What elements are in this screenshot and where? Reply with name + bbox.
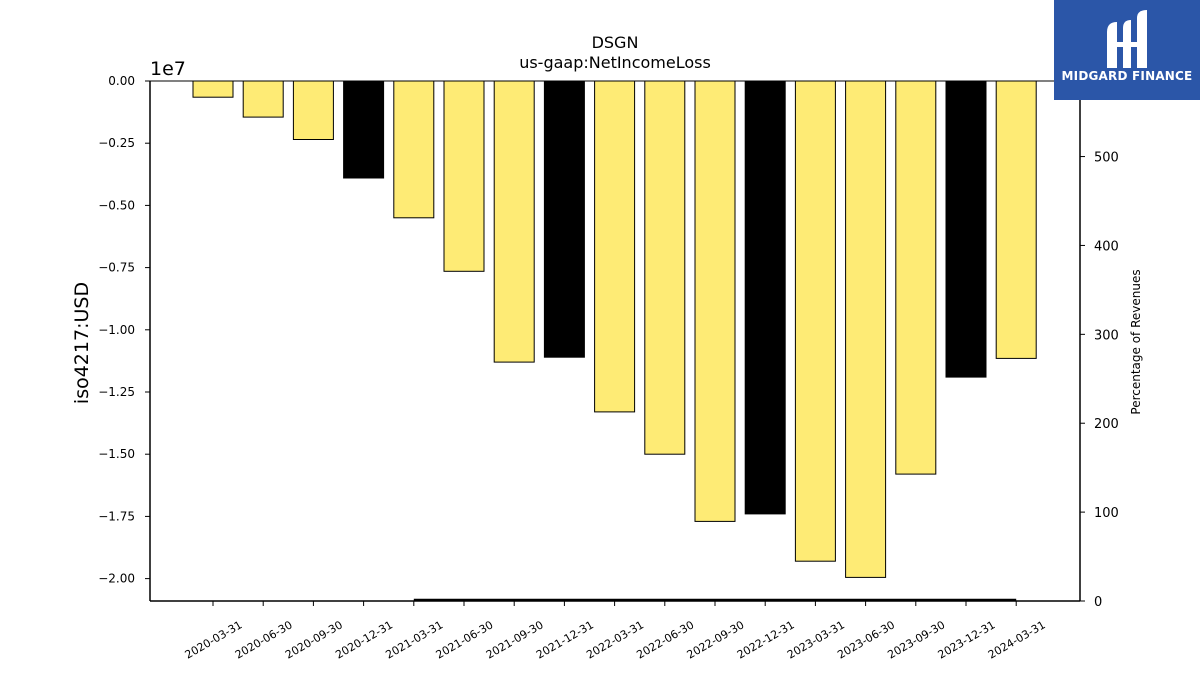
y-tick-label: −0.75 — [98, 261, 135, 275]
midgard-finance-logo: MIDGARD FINANCE — [1054, 0, 1200, 100]
bar-2024-03-31 — [995, 80, 1037, 359]
y2-tick-label: 300 — [1094, 328, 1119, 343]
bar-2022-06-30 — [644, 80, 686, 455]
y2-tick-label: 0 — [1094, 595, 1102, 610]
bar-2020-12-31 — [343, 80, 385, 179]
y-exponent-label: 1e7 — [150, 58, 186, 80]
y2-tick-label: 500 — [1094, 151, 1119, 166]
bar-2021-03-31 — [393, 80, 435, 219]
y-tick-label: −1.25 — [98, 385, 135, 399]
bar-2023-09-30 — [895, 80, 937, 475]
bar-2023-06-30 — [845, 80, 887, 578]
y2-tick-label: 400 — [1094, 239, 1119, 254]
y-tick-label: −0.50 — [98, 198, 135, 212]
y-tick-label: −1.00 — [98, 323, 135, 337]
y-axis-label: iso4217:USD — [71, 282, 93, 404]
y2-axis-label: Percentage of Revenues — [1129, 269, 1143, 414]
y-tick-label: −1.75 — [98, 509, 135, 523]
bar-2021-12-31 — [543, 80, 585, 358]
bar-2022-03-31 — [594, 80, 636, 413]
bar-2023-03-31 — [794, 80, 836, 562]
bar-2021-06-30 — [443, 80, 485, 272]
bar-2021-09-30 — [493, 80, 535, 363]
midgard-logo-icon — [1107, 10, 1147, 68]
y2-tick-label: 100 — [1094, 506, 1119, 521]
logo-text: MIDGARD FINANCE — [1061, 69, 1193, 83]
bar-2022-12-31 — [744, 80, 786, 515]
bar-2020-06-30 — [242, 80, 284, 118]
chart-subtitle: us-gaap:NetIncomeLoss — [519, 53, 711, 72]
y-tick-label: −2.00 — [98, 572, 135, 586]
bar-2022-09-30 — [694, 80, 736, 522]
y-tick-label: −0.25 — [98, 136, 135, 150]
y2-tick-label: 200 — [1094, 417, 1119, 432]
chart-title: DSGN — [592, 33, 639, 52]
bar-2020-09-30 — [292, 80, 334, 140]
y-tick-label: 0.00 — [108, 74, 135, 88]
y-tick-label: −1.50 — [98, 447, 135, 461]
x-tick-label: 2024-03-31 — [986, 618, 1048, 661]
bar-2023-12-31 — [945, 80, 987, 378]
bar-2020-03-31 — [192, 80, 234, 98]
